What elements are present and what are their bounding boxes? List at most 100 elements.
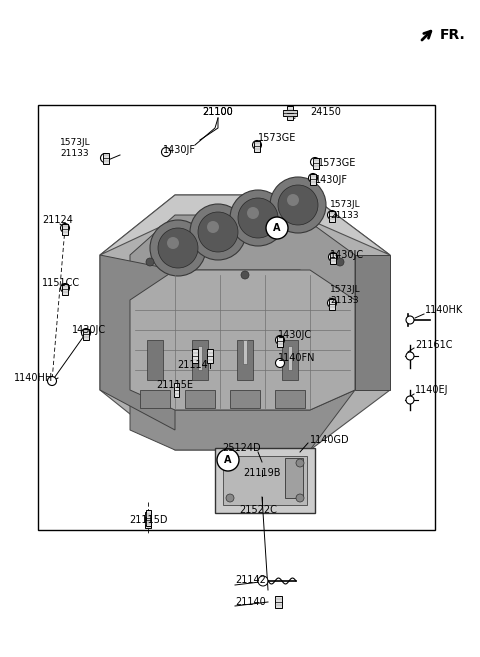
Text: 1573JL
21133: 1573JL 21133 (330, 285, 360, 305)
Bar (330, 252, 336, 263)
Bar (83, 328, 89, 340)
Circle shape (266, 217, 288, 239)
Text: 25124D: 25124D (223, 443, 261, 453)
Bar (62, 223, 68, 235)
Circle shape (287, 194, 299, 206)
Circle shape (238, 198, 278, 238)
Bar (223, 456, 307, 505)
Circle shape (406, 396, 414, 404)
Circle shape (276, 336, 285, 344)
Circle shape (167, 237, 179, 249)
Polygon shape (355, 255, 390, 390)
Bar (230, 390, 260, 408)
Text: 1140FN: 1140FN (278, 353, 315, 363)
Circle shape (226, 494, 234, 502)
Bar (38, 105, 435, 530)
Bar (277, 336, 283, 346)
Bar (288, 346, 292, 370)
Bar (275, 596, 281, 608)
Text: A: A (224, 455, 232, 465)
Text: 1430JC: 1430JC (278, 330, 312, 340)
Text: 1140EJ: 1140EJ (415, 385, 448, 395)
Polygon shape (130, 215, 355, 300)
Circle shape (48, 376, 57, 386)
Bar (282, 340, 298, 380)
Circle shape (258, 576, 268, 586)
Text: 1573GE: 1573GE (258, 133, 296, 143)
Text: 1573GE: 1573GE (318, 158, 356, 168)
Bar (140, 390, 170, 408)
Text: 21522C: 21522C (239, 505, 277, 515)
Text: 21100: 21100 (203, 107, 233, 117)
Text: 21161C: 21161C (415, 340, 453, 350)
Text: 21142: 21142 (235, 575, 266, 585)
Bar (62, 284, 68, 294)
Bar (173, 383, 179, 397)
Text: 21140: 21140 (235, 597, 266, 607)
Text: 21100: 21100 (203, 107, 233, 117)
Bar (198, 346, 202, 370)
Circle shape (252, 141, 262, 150)
Circle shape (198, 212, 238, 252)
Text: 1140HK: 1140HK (425, 305, 463, 315)
Text: 1140HH: 1140HH (14, 373, 53, 383)
Circle shape (278, 185, 318, 225)
Circle shape (296, 494, 304, 502)
Bar (329, 298, 335, 309)
Text: 1140GD: 1140GD (310, 435, 349, 445)
Text: FR.: FR. (440, 28, 466, 42)
Circle shape (406, 352, 414, 360)
Circle shape (328, 252, 337, 261)
Bar (283, 110, 297, 116)
Bar (275, 390, 305, 408)
Bar (237, 340, 253, 380)
Circle shape (161, 148, 170, 156)
Circle shape (327, 298, 336, 307)
Text: 1430JC: 1430JC (330, 250, 364, 260)
Bar (243, 340, 247, 364)
Text: 21114: 21114 (178, 360, 208, 370)
Circle shape (190, 204, 246, 260)
Text: 1573JL
21133: 1573JL 21133 (60, 139, 90, 158)
Bar (103, 152, 109, 164)
Circle shape (100, 154, 109, 162)
Bar (192, 349, 198, 363)
Bar (310, 173, 316, 185)
Circle shape (270, 177, 326, 233)
Bar (145, 510, 151, 526)
Polygon shape (130, 270, 355, 410)
Bar (254, 141, 260, 152)
Text: 1151CC: 1151CC (42, 278, 80, 288)
Polygon shape (100, 195, 390, 450)
Bar (192, 340, 208, 380)
Bar (215, 448, 315, 513)
Bar (329, 210, 335, 221)
Circle shape (217, 449, 239, 471)
Circle shape (296, 459, 304, 467)
Circle shape (60, 223, 70, 233)
Circle shape (207, 221, 219, 233)
Circle shape (146, 258, 154, 266)
Text: 1430JF: 1430JF (315, 175, 348, 185)
Circle shape (327, 210, 336, 219)
Text: 21119B: 21119B (243, 468, 281, 478)
Polygon shape (130, 390, 355, 450)
Circle shape (247, 207, 259, 219)
Circle shape (241, 271, 249, 279)
Bar (147, 340, 163, 380)
Circle shape (309, 173, 317, 183)
Bar (185, 390, 215, 408)
Circle shape (150, 220, 206, 276)
Bar (287, 106, 293, 120)
Bar (285, 458, 303, 498)
Text: 24150: 24150 (310, 107, 341, 117)
Circle shape (406, 316, 414, 324)
Text: 21115E: 21115E (156, 380, 193, 390)
Bar (207, 349, 213, 363)
Text: 1430JC: 1430JC (72, 325, 106, 335)
Text: A: A (273, 223, 281, 233)
Text: 21115D: 21115D (129, 515, 167, 525)
Circle shape (82, 328, 91, 338)
Polygon shape (100, 255, 175, 430)
Text: 21124: 21124 (42, 215, 73, 225)
